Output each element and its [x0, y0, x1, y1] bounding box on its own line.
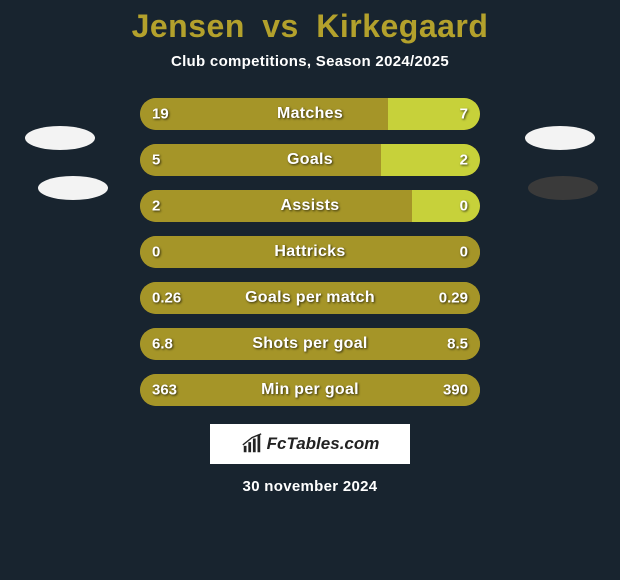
- chart-icon: [241, 433, 263, 455]
- stat-row: Goals 5 2: [140, 144, 480, 176]
- stat-value-right: 8.5: [447, 336, 468, 353]
- stat-label: Matches: [277, 105, 343, 123]
- stats-panel: Matches 19 7 Goals 5 2 Assists 2 0 Hattricks 0 0 Goa…: [0, 98, 620, 406]
- stat-label: Assists: [280, 197, 339, 215]
- stat-bar-left: [140, 98, 388, 130]
- stat-value-left: 5: [152, 152, 160, 169]
- date-label: 30 november 2024: [0, 478, 620, 495]
- stat-row: Shots per goal 6.8 8.5: [140, 328, 480, 360]
- fctables-logo[interactable]: FcTables.com: [210, 424, 410, 464]
- title-player2: Kirkegaard: [316, 8, 488, 44]
- stat-row: Hattricks 0 0: [140, 236, 480, 268]
- stat-value-left: 19: [152, 106, 169, 123]
- logo-text: FcTables.com: [267, 434, 380, 454]
- stat-label: Goals per match: [245, 289, 375, 307]
- stat-value-right: 2: [460, 152, 468, 169]
- subtitle: Club competitions, Season 2024/2025: [0, 53, 620, 70]
- player2-badge-2: [528, 176, 598, 200]
- stat-value-right: 7: [460, 106, 468, 123]
- stat-row: Matches 19 7: [140, 98, 480, 130]
- stat-row: Min per goal 363 390: [140, 374, 480, 406]
- stat-value-right: 0.29: [439, 290, 468, 307]
- player2-badge-1: [525, 126, 595, 150]
- stat-row: Goals per match 0.26 0.29: [140, 282, 480, 314]
- stat-value-left: 363: [152, 382, 177, 399]
- stat-value-left: 0.26: [152, 290, 181, 307]
- stat-row: Assists 2 0: [140, 190, 480, 222]
- stat-value-right: 390: [443, 382, 468, 399]
- stat-bar-left: [140, 144, 381, 176]
- stat-value-right: 0: [460, 244, 468, 261]
- stat-value-left: 2: [152, 198, 160, 215]
- stat-label: Shots per goal: [252, 335, 367, 353]
- player1-badge-1: [25, 126, 95, 150]
- stat-value-left: 0: [152, 244, 160, 261]
- stat-value-left: 6.8: [152, 336, 173, 353]
- title-vs: vs: [262, 8, 299, 44]
- page-title: Jensen vs Kirkegaard: [0, 0, 620, 45]
- title-player1: Jensen: [132, 8, 245, 44]
- stat-label: Hattricks: [274, 243, 345, 261]
- stat-label: Goals: [287, 151, 333, 169]
- stat-value-right: 0: [460, 198, 468, 215]
- stat-label: Min per goal: [261, 381, 359, 399]
- stat-bar-left: [140, 190, 412, 222]
- stat-bar-right: [412, 190, 480, 222]
- player1-badge-2: [38, 176, 108, 200]
